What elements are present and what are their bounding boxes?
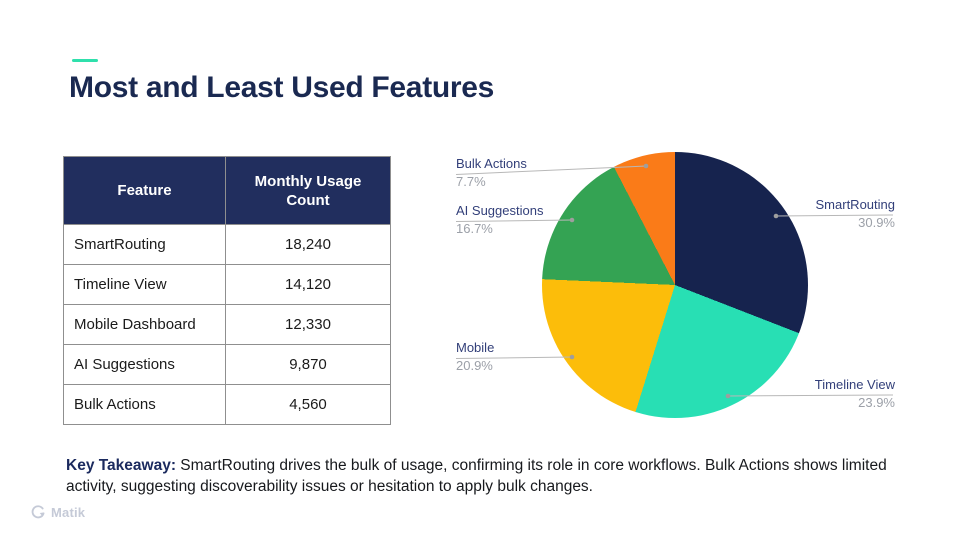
callout-label: Bulk Actions	[456, 156, 527, 171]
callout-timeline-view: Timeline View 23.9%	[815, 376, 895, 411]
page-title: Most and Least Used Features	[69, 71, 495, 104]
count-cell: 9,870	[225, 344, 391, 385]
table-row: Timeline View 14,120	[63, 264, 391, 305]
count-cell: 14,120	[225, 264, 391, 305]
callout-ai-suggestions: AI Suggestions 16.7%	[456, 202, 543, 237]
count-cell: 12,330	[225, 304, 391, 345]
feature-cell: Timeline View	[63, 264, 226, 305]
callout-percent: 16.7%	[456, 221, 493, 236]
callout-percent: 23.9%	[858, 395, 895, 410]
table-row: AI Suggestions 9,870	[63, 344, 391, 385]
feature-cell: Bulk Actions	[63, 384, 226, 425]
feature-cell: SmartRouting	[63, 224, 226, 265]
key-takeaway: Key Takeaway: SmartRouting drives the bu…	[66, 455, 914, 497]
table-row: Bulk Actions 4,560	[63, 384, 391, 425]
key-takeaway-label: Key Takeaway:	[66, 457, 176, 474]
table-row: SmartRouting 18,240	[63, 224, 391, 265]
table-header-count: Monthly Usage Count	[225, 156, 391, 225]
feature-cell: AI Suggestions	[63, 344, 226, 385]
callout-label: Mobile	[456, 340, 495, 355]
accent-line	[72, 59, 98, 62]
table-header-row: Feature Monthly Usage Count	[63, 156, 391, 225]
matik-brand-label: Matik	[51, 504, 86, 520]
callout-bulk-actions: Bulk Actions 7.7%	[456, 155, 527, 190]
matik-brand: Matik	[30, 504, 85, 520]
usage-table: Feature Monthly Usage Count SmartRouting…	[63, 156, 391, 425]
table-header-feature: Feature	[63, 156, 226, 225]
count-cell: 18,240	[225, 224, 391, 265]
table-row: Mobile Dashboard 12,330	[63, 304, 391, 345]
callout-label: Timeline View	[814, 377, 895, 392]
callout-smartrouting: SmartRouting 30.9%	[816, 196, 895, 231]
key-takeaway-text: SmartRouting drives the bulk of usage, c…	[66, 457, 887, 495]
count-cell: 4,560	[225, 384, 391, 425]
feature-cell: Mobile Dashboard	[63, 304, 226, 345]
pie-chart	[542, 152, 808, 418]
callout-percent: 20.9%	[456, 358, 493, 373]
callout-percent: 7.7%	[456, 174, 486, 189]
matik-logo-icon	[31, 505, 45, 519]
callout-label: AI Suggestions	[456, 203, 544, 218]
callout-percent: 30.9%	[858, 215, 895, 230]
callout-label: SmartRouting	[815, 197, 895, 212]
callout-mobile: Mobile 20.9%	[456, 339, 494, 374]
